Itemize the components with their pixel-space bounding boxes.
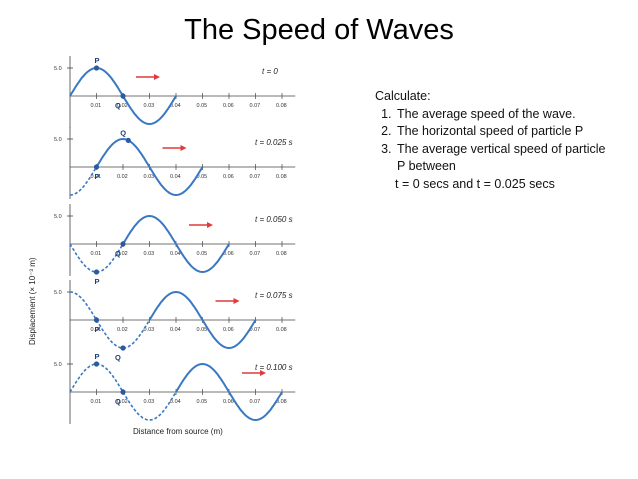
- particle-q-label: Q: [120, 128, 126, 137]
- particle-q-label: Q: [115, 353, 121, 362]
- time-label: t = 0.075 s: [255, 291, 293, 300]
- amplitude-tick-label: 5.0: [54, 214, 62, 220]
- x-tick-label: 0.07: [250, 251, 261, 257]
- instructions: Calculate: The average speed of the wave…: [375, 88, 615, 193]
- amplitude-tick-label: 5.0: [54, 362, 62, 368]
- particle-p: [93, 164, 100, 170]
- x-tick-label: 0.03: [144, 103, 155, 109]
- particle-p-label: P: [95, 172, 100, 181]
- x-tick-label: 0.06: [223, 174, 234, 180]
- x-tick-label: 0.05: [197, 174, 208, 180]
- x-tick-label: 0.06: [223, 103, 234, 109]
- particle-p: [93, 317, 100, 323]
- wave-solid: [95, 137, 204, 197]
- x-tick-label: 0.03: [144, 251, 155, 257]
- x-tick-label: 0.08: [276, 103, 287, 109]
- x-tick-label: 0.04: [170, 399, 181, 405]
- direction-arrow-head: [180, 145, 187, 151]
- x-tick-label: 0.05: [197, 103, 208, 109]
- particle-p: [93, 65, 100, 71]
- wave-dashed: [69, 166, 98, 196]
- x-tick-label: 0.07: [250, 103, 261, 109]
- x-tick-label: 0.07: [250, 399, 261, 405]
- x-tick-label: 0.08: [276, 251, 287, 257]
- particle-p-label: P: [95, 325, 100, 334]
- wave-dashed: [69, 243, 124, 273]
- x-tick-label: 0.02: [117, 103, 128, 109]
- slide-title: The Speed of Waves: [184, 14, 454, 46]
- direction-arrow-head: [260, 370, 266, 376]
- x-tick-label: 0.04: [170, 251, 181, 257]
- direction-arrow-head: [154, 74, 160, 80]
- x-tick-label: 0.08: [276, 327, 287, 333]
- x-tick-label: 0.03: [144, 399, 155, 405]
- time-label: t = 0.050 s: [255, 215, 293, 224]
- x-tick-label: 0.02: [117, 251, 128, 257]
- amplitude-tick-label: 5.0: [54, 290, 62, 296]
- x-tick-label: 0.04: [170, 103, 181, 109]
- x-tick-label: 0.04: [170, 327, 181, 333]
- x-tick-label: 0.01: [91, 174, 102, 180]
- x-tick-label: 0.02: [117, 399, 128, 405]
- x-tick-label: 0.03: [144, 174, 155, 180]
- x-tick-label: 0.04: [170, 174, 181, 180]
- particle-q: [120, 345, 126, 351]
- x-tick-label: 0.01: [91, 327, 102, 333]
- y-axis-label: Displacement (× 10⁻³ m): [28, 257, 37, 345]
- x-tick-label: 0.05: [197, 251, 208, 257]
- direction-arrow-head: [233, 298, 240, 304]
- instruction-item-3: The average vertical speed of particle P…: [395, 141, 615, 176]
- x-tick-label: 0.05: [197, 399, 208, 405]
- x-tick-label: 0.02: [117, 327, 128, 333]
- x-axis-label: Distance from source (m): [133, 427, 223, 436]
- x-tick-label: 0.05: [197, 327, 208, 333]
- instruction-item-2: The horizontal speed of particle P: [395, 123, 615, 141]
- amplitude-tick-label: 5.0: [54, 137, 62, 143]
- particle-q-label: Q: [115, 101, 121, 110]
- x-tick-label: 0.01: [91, 251, 102, 257]
- x-tick-label: 0.03: [144, 327, 155, 333]
- particle-p: [93, 269, 100, 275]
- direction-arrow-head: [207, 222, 213, 228]
- time-label: t = 0.025 s: [255, 138, 293, 147]
- x-tick-label: 0.07: [250, 327, 261, 333]
- x-tick-label: 0.08: [276, 174, 287, 180]
- particle-q-label: Q: [115, 397, 121, 406]
- wave-dashed: [69, 363, 177, 421]
- x-tick-label: 0.02: [117, 174, 128, 180]
- wave-solid: [122, 214, 230, 274]
- particle-q: [120, 93, 126, 99]
- instruction-item-3-text: The average vertical speed of particle P…: [397, 141, 606, 174]
- x-tick-label: 0.08: [276, 399, 287, 405]
- x-tick-label: 0.06: [223, 399, 234, 405]
- particle-q: [125, 137, 131, 143]
- x-tick-label: 0.01: [91, 103, 102, 109]
- x-tick-label: 0.07: [250, 174, 261, 180]
- particle-q: [120, 241, 126, 247]
- x-tick-label: 0.06: [223, 251, 234, 257]
- x-tick-label: 0.01: [91, 399, 102, 405]
- wave-dashed: [69, 291, 151, 349]
- particle-q: [120, 389, 126, 395]
- particle-p-label: P: [95, 277, 100, 286]
- wave-solid: [175, 362, 283, 422]
- x-tick-label: 0.06: [223, 327, 234, 333]
- particle-q-label: Q: [115, 249, 121, 258]
- wave-solid: [148, 290, 257, 350]
- time-label: t = 0: [262, 67, 278, 76]
- instruction-item-1: The average speed of the wave.: [395, 106, 615, 124]
- instructions-list: The average speed of the wave. The horiz…: [375, 106, 615, 176]
- time-label: t = 0.100 s: [255, 363, 293, 372]
- instructions-heading: Calculate:: [375, 89, 431, 103]
- amplitude-tick-label: 5.0: [54, 66, 62, 72]
- particle-p-label: P: [95, 352, 100, 361]
- instruction-item-3-extra: t = 0 secs and t = 0.025 secs: [395, 176, 555, 191]
- particle-p-label: P: [95, 56, 100, 65]
- particle-p: [93, 361, 100, 367]
